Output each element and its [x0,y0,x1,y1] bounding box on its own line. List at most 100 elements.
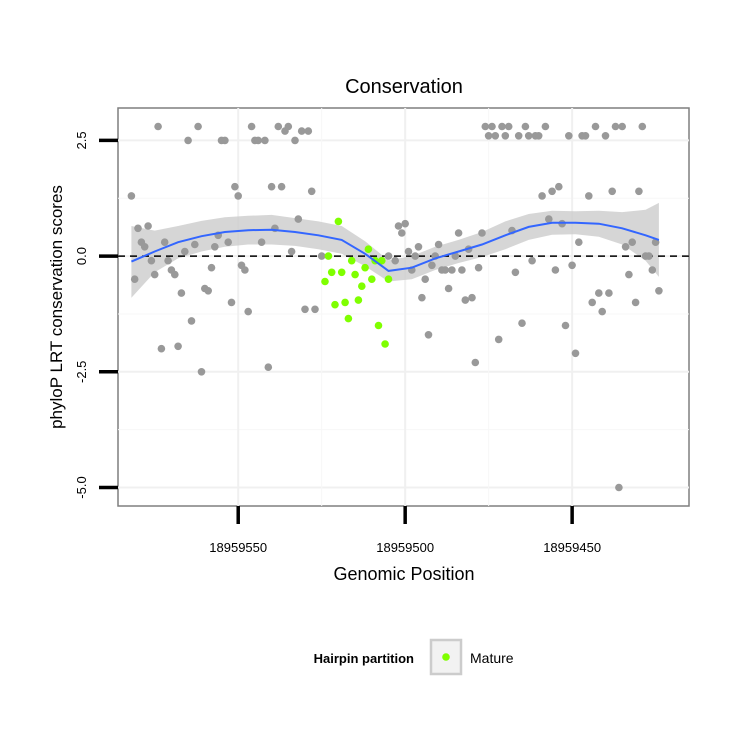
data-point-mature [364,245,373,253]
data-point [404,247,413,256]
data-point [247,122,256,131]
data-point [144,222,152,230]
data-point-mature [341,298,349,307]
legend-title: Hairpin partition [314,651,414,666]
data-point [261,136,269,145]
data-point [181,247,189,256]
legend-entry-mature: Mature [470,650,514,666]
y-tick-label: 2.5 [74,131,89,149]
data-point [241,266,249,274]
data-point [504,122,513,131]
data-point [571,349,580,358]
data-point-mature [354,296,363,304]
data-point [191,240,199,249]
data-point [294,215,303,223]
data-point [511,268,520,277]
smooth-line-layer [131,221,660,272]
data-point [585,192,593,200]
data-point [538,192,546,200]
data-point [277,182,286,191]
data-point [588,298,596,307]
y-tick-label: -5.0 [74,476,89,498]
data-point [284,122,293,131]
data-point [648,266,657,274]
data-point [521,122,530,131]
data-point [454,229,463,237]
data-point [231,182,239,191]
plot-panel [117,107,690,507]
data-point-mature [327,268,336,277]
data-point [568,261,576,270]
data-point [541,122,550,131]
data-point [551,266,560,274]
data-point [391,256,400,265]
data-point-mature [358,282,366,291]
data-point [264,363,273,372]
data-point [194,122,202,131]
data-point [561,321,570,330]
data-point [171,270,179,279]
data-point [398,229,406,237]
y-axis-label: phyloP LRT conservation scores [47,185,66,429]
data-point [418,293,426,302]
data-point [528,256,536,265]
data-point-mature [374,321,383,330]
x-tick-label: 18959550 [209,540,267,555]
data-point [601,132,610,140]
data-point [234,192,242,200]
data-point-mature [368,275,376,284]
data-point [317,252,326,260]
data-point [615,483,623,492]
data-point [548,187,556,196]
data-point [147,256,156,265]
data-point [618,122,626,131]
data-point [555,182,563,191]
grid-lines [118,108,689,506]
data-point [625,270,633,279]
data-point [184,136,192,145]
data-point [628,238,636,246]
data-point [611,122,620,131]
data-point-mature [384,275,393,284]
data-point-mature [344,314,353,323]
data-point [655,287,663,295]
data-point [645,252,653,260]
data-point [411,252,420,260]
x-tick-label: 18959500 [376,540,434,555]
data-point-mature [321,277,329,286]
legend-key-dot [442,653,450,661]
data-point [471,358,480,367]
data-point [224,238,232,246]
data-point [428,261,436,270]
data-point [468,293,476,302]
data-point [545,215,553,223]
smooth-line [131,221,660,272]
data-point [311,305,319,314]
data-point [488,122,496,131]
data-point-mature [324,252,333,260]
data-point [197,368,206,376]
data-point [140,243,149,251]
x-axis-label: Genomic Position [333,564,474,584]
data-point [478,229,486,237]
data-point [494,335,503,344]
data-point-mature [347,256,356,265]
data-point [257,238,266,246]
data-point [461,296,470,304]
data-point [164,256,172,265]
data-point [591,122,600,131]
legend-key [429,638,463,676]
chart-title: Conservation [345,76,463,98]
x-tick-label: 18959450 [543,540,601,555]
data-point [187,317,196,325]
data-point [291,136,299,145]
y-tick-label: 0.0 [74,247,89,265]
data-point [267,182,276,191]
data-point [605,289,613,297]
data-point [518,319,526,328]
data-point [595,289,603,297]
data-point [514,132,523,140]
data-point [211,243,219,251]
data-point [481,122,490,131]
